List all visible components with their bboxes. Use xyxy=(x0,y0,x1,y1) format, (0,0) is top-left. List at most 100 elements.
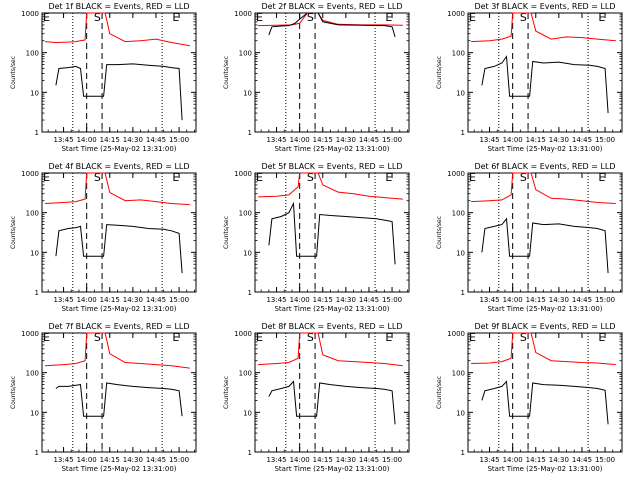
marker-flag-label: E xyxy=(598,331,605,344)
series-line xyxy=(481,55,609,114)
y-tick-label: 1 xyxy=(248,129,252,137)
detector-panel: Det 4f BLACK = Events, RED = LLD 1 10 100 10… xyxy=(0,160,213,324)
marker-flag-label: S xyxy=(520,11,527,24)
y-tick-label: 100 xyxy=(26,210,39,218)
y-tick-label: 1000 xyxy=(447,10,465,18)
series-line xyxy=(268,201,396,265)
plot-frame xyxy=(467,172,623,293)
x-tick-label: 15:00 xyxy=(382,136,402,144)
x-tick-label: 14:45 xyxy=(572,296,592,304)
x-tick-label: 14:15 xyxy=(313,456,333,464)
marker-flag-label: E xyxy=(43,171,50,184)
chart-svg: Det 9f BLACK = Events, RED = LLD 1 10 100 10… xyxy=(436,322,623,473)
x-axis-label: Start Time (25-May-02 13:31:00) xyxy=(274,465,389,473)
y-axis-label: Counts/sec xyxy=(436,216,443,249)
marker-flag-label: S xyxy=(520,331,527,344)
x-tick-label: 14:00 xyxy=(290,456,310,464)
x-tick-label: 15:00 xyxy=(382,456,402,464)
y-tick-label: 100 xyxy=(239,210,252,218)
y-tick-label: 100 xyxy=(239,50,252,58)
x-axis-label: Start Time (25-May-02 13:31:00) xyxy=(61,465,176,473)
x-tick-label: 14:30 xyxy=(336,136,356,144)
x-tick-label: 14:15 xyxy=(526,296,546,304)
series-line xyxy=(268,380,396,425)
x-tick-label: 14:15 xyxy=(100,456,120,464)
plot-frame xyxy=(254,332,410,453)
x-tick-label: 14:45 xyxy=(359,296,379,304)
x-axis-label: Start Time (25-May-02 13:31:00) xyxy=(61,305,176,313)
detector-panel: Det 1f BLACK = Events, RED = LLD 1 10 100 10… xyxy=(0,0,213,164)
marker-flag-label: S xyxy=(307,11,314,24)
series-line xyxy=(471,172,616,204)
series-line xyxy=(268,12,396,38)
detector-panel: Det 9f BLACK = Events, RED = LLD 1 10 100 10… xyxy=(426,320,639,484)
series-line xyxy=(55,224,183,274)
plot-frame xyxy=(254,12,410,133)
x-tick-label: 15:00 xyxy=(169,136,189,144)
x-tick-label: 14:00 xyxy=(503,456,523,464)
marker-flag-label: E xyxy=(43,11,50,24)
marker-flag-label: E xyxy=(172,331,179,344)
y-tick-label: 1000 xyxy=(21,170,39,178)
chart-title: Det 4f BLACK = Events, RED = LLD xyxy=(48,162,189,171)
marker-flag-label: E xyxy=(598,171,605,184)
x-tick-label: 14:15 xyxy=(313,296,333,304)
x-tick-label: 14:00 xyxy=(77,296,97,304)
series-line xyxy=(45,332,190,369)
chart-svg: Det 3f BLACK = Events, RED = LLD 1 10 100 10… xyxy=(436,2,623,153)
x-tick-label: 14:30 xyxy=(336,296,356,304)
y-tick-label: 1 xyxy=(35,289,39,297)
x-tick-label: 14:15 xyxy=(526,456,546,464)
x-tick-label: 14:15 xyxy=(313,136,333,144)
marker-flag-label: E xyxy=(256,171,263,184)
y-tick-label: 1000 xyxy=(234,170,252,178)
y-tick-label: 100 xyxy=(452,370,465,378)
x-tick-label: 14:45 xyxy=(359,456,379,464)
detector-panel: Det 7f BLACK = Events, RED = LLD 1 10 100 10… xyxy=(0,320,213,484)
marker-flag-label: E xyxy=(172,11,179,24)
x-tick-label: 13:45 xyxy=(53,296,73,304)
x-tick-label: 14:15 xyxy=(526,136,546,144)
plot-frame xyxy=(254,172,410,293)
plot-frame xyxy=(467,332,623,453)
y-axis-label: Counts/sec xyxy=(10,376,17,409)
marker-flag-label: S xyxy=(94,11,101,24)
x-axis-label: Start Time (25-May-02 13:31:00) xyxy=(274,145,389,153)
x-tick-label: 14:30 xyxy=(123,456,143,464)
series-line xyxy=(55,382,183,417)
y-tick-label: 1 xyxy=(461,449,465,457)
chart-title: Det 9f BLACK = Events, RED = LLD xyxy=(474,322,615,331)
chart-title: Det 1f BLACK = Events, RED = LLD xyxy=(48,2,189,11)
chart-title: Det 5f BLACK = Events, RED = LLD xyxy=(261,162,402,171)
marker-flag-label: E xyxy=(469,11,476,24)
series-line xyxy=(45,12,190,47)
x-axis-label: Start Time (25-May-02 13:31:00) xyxy=(61,145,176,153)
x-axis-label: Start Time (25-May-02 13:31:00) xyxy=(487,465,602,473)
y-tick-label: 100 xyxy=(26,50,39,58)
marker-flag-label: E xyxy=(172,171,179,184)
y-tick-label: 1 xyxy=(461,129,465,137)
marker-flag-label: E xyxy=(256,11,263,24)
y-axis-label: Counts/sec xyxy=(223,216,230,249)
chart-svg: Det 4f BLACK = Events, RED = LLD 1 10 100 10… xyxy=(10,162,197,313)
chart-title: Det 8f BLACK = Events, RED = LLD xyxy=(261,322,402,331)
y-tick-label: 10 xyxy=(243,249,252,257)
series-line xyxy=(258,172,403,200)
x-tick-label: 14:45 xyxy=(146,136,166,144)
y-tick-label: 100 xyxy=(452,50,465,58)
x-tick-label: 13:45 xyxy=(53,456,73,464)
x-axis-label: Start Time (25-May-02 13:31:00) xyxy=(487,145,602,153)
y-tick-label: 1 xyxy=(248,449,252,457)
x-tick-label: 14:00 xyxy=(290,136,310,144)
y-tick-label: 1000 xyxy=(21,330,39,338)
x-tick-label: 14:00 xyxy=(77,456,97,464)
plot-frame xyxy=(41,332,197,453)
x-tick-label: 15:00 xyxy=(169,296,189,304)
detector-panel: Det 2f BLACK = Events, RED = LLD 1 10 100 10… xyxy=(213,0,426,164)
x-tick-label: 13:45 xyxy=(479,456,499,464)
x-tick-label: 14:30 xyxy=(123,296,143,304)
y-tick-label: 1 xyxy=(35,129,39,137)
x-tick-label: 14:45 xyxy=(146,296,166,304)
marker-flag-label: E xyxy=(385,11,392,24)
